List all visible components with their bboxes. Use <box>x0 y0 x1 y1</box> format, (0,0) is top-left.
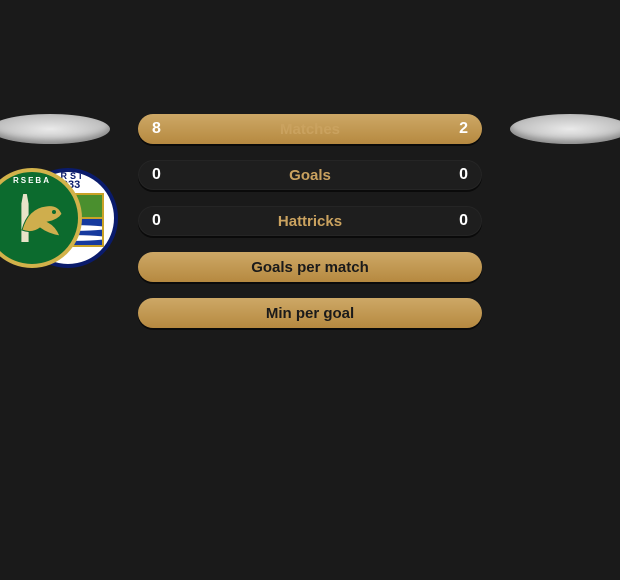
stat-bar: Min per goal <box>138 298 482 328</box>
player-spot-left <box>0 114 110 144</box>
stat-value-right: 0 <box>459 212 468 230</box>
crest-right-name: RSEBA <box>0 176 78 185</box>
stat-bars: 8 2 Matches 0 0 Goals 0 0 Hattricks Goals per mat… <box>138 114 482 344</box>
stat-bar: 0 0 Hattricks <box>138 206 482 236</box>
bar-fill-right <box>413 114 482 144</box>
stat-value-left: 8 <box>152 120 161 138</box>
crest-right-fish-icon <box>18 200 64 240</box>
stat-bar: 0 0 Goals <box>138 160 482 190</box>
stat-value-right: 2 <box>459 120 468 138</box>
stat-bar: Goals per match <box>138 252 482 282</box>
stat-label: Min per goal <box>266 305 354 322</box>
stat-label: Matches <box>280 121 340 138</box>
bar-fill-left <box>138 114 413 144</box>
stat-value-left: 0 <box>152 212 161 230</box>
stat-bar: 8 2 Matches <box>138 114 482 144</box>
player-spot-right <box>510 114 620 144</box>
comparison-stage: ERSI 1933 RSEBA 82Matches00Goals00Hattri… <box>0 114 620 344</box>
stat-label: Goals per match <box>251 259 369 276</box>
stat-label: Goals <box>289 167 331 184</box>
stat-label: Hattricks <box>278 213 342 230</box>
stat-value-left: 0 <box>152 166 161 184</box>
stat-value-right: 0 <box>459 166 468 184</box>
